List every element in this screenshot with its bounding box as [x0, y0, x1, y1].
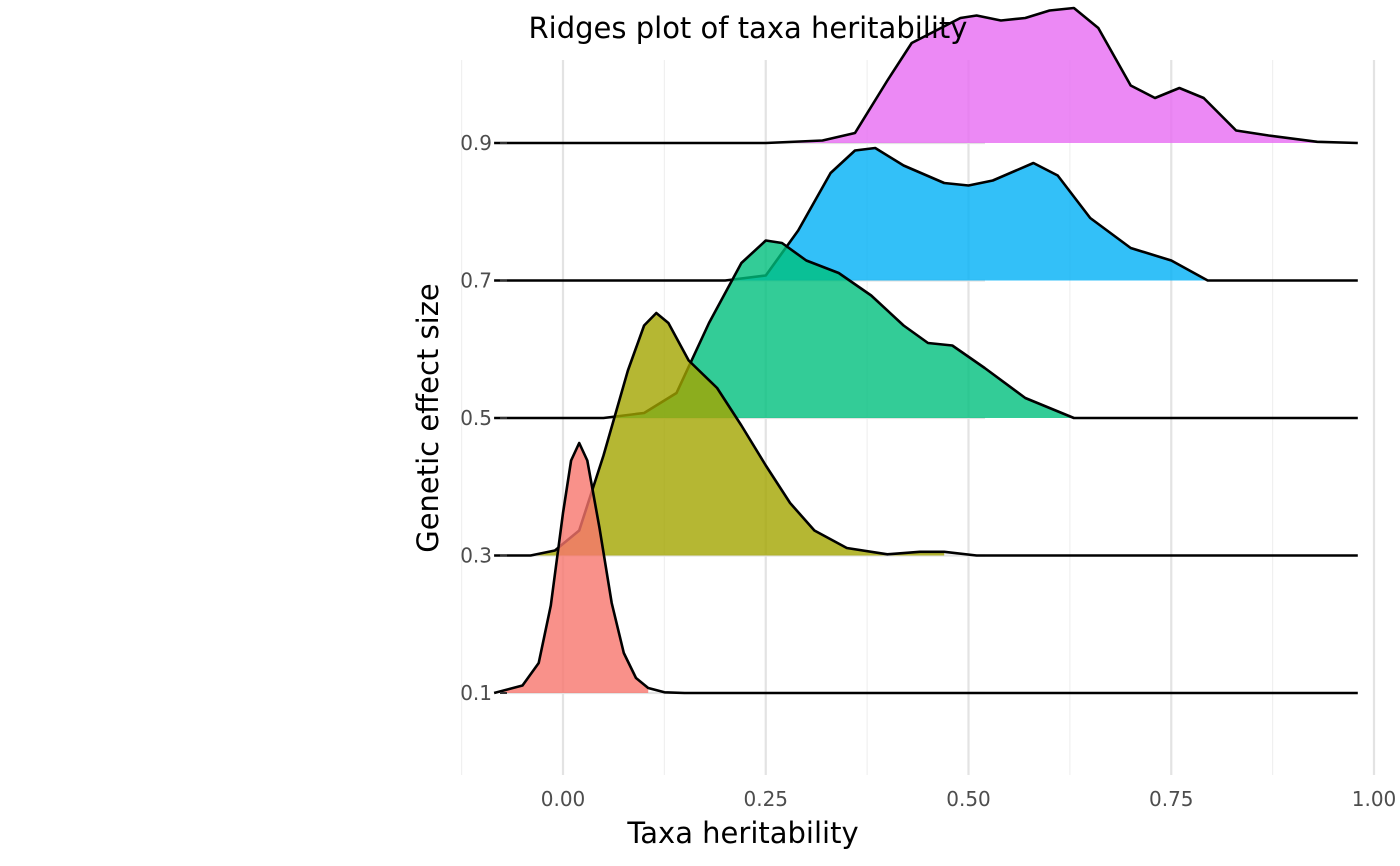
ridges: [493, 6, 1358, 695]
ridge-0.9: [494, 6, 1358, 145]
ridge-0.7: [494, 146, 1358, 282]
ridge-outline: [493, 441, 1358, 695]
y-tick-label: 0.3: [460, 544, 492, 568]
y-axis-ticks: 0.1 0.3 0.5 0.7 0.9: [460, 131, 507, 705]
y-tick-label: 0.9: [460, 131, 492, 155]
x-axis-ticks: 0.00 0.25 0.50 0.75 1.00: [541, 787, 1397, 811]
x-tick-label: 0.50: [946, 787, 991, 811]
ridge-fill-area: [494, 8, 1318, 143]
chart-title: Ridges plot of taxa heritability: [529, 11, 968, 45]
ridge-fill-area: [494, 148, 1208, 281]
ridge-fill-area: [494, 240, 1074, 418]
y-axis-title: Genetic effect size: [411, 283, 445, 553]
x-tick-label: 0.00: [541, 787, 586, 811]
ridge-fill-area: [494, 313, 945, 556]
ridge-outline: [494, 6, 1358, 145]
x-axis-title: Taxa heritability: [626, 816, 858, 850]
x-tick-label: 1.00: [1352, 787, 1397, 811]
ridge-outline: [494, 146, 1358, 282]
x-tick-label: 0.25: [743, 787, 788, 811]
x-tick-label: 0.75: [1149, 787, 1194, 811]
ridge-fill-area: [494, 443, 649, 693]
y-tick-label: 0.1: [460, 681, 492, 705]
y-tick-label: 0.5: [460, 406, 492, 430]
ridge-0.1: [493, 441, 1358, 695]
y-tick-label: 0.7: [460, 269, 492, 293]
